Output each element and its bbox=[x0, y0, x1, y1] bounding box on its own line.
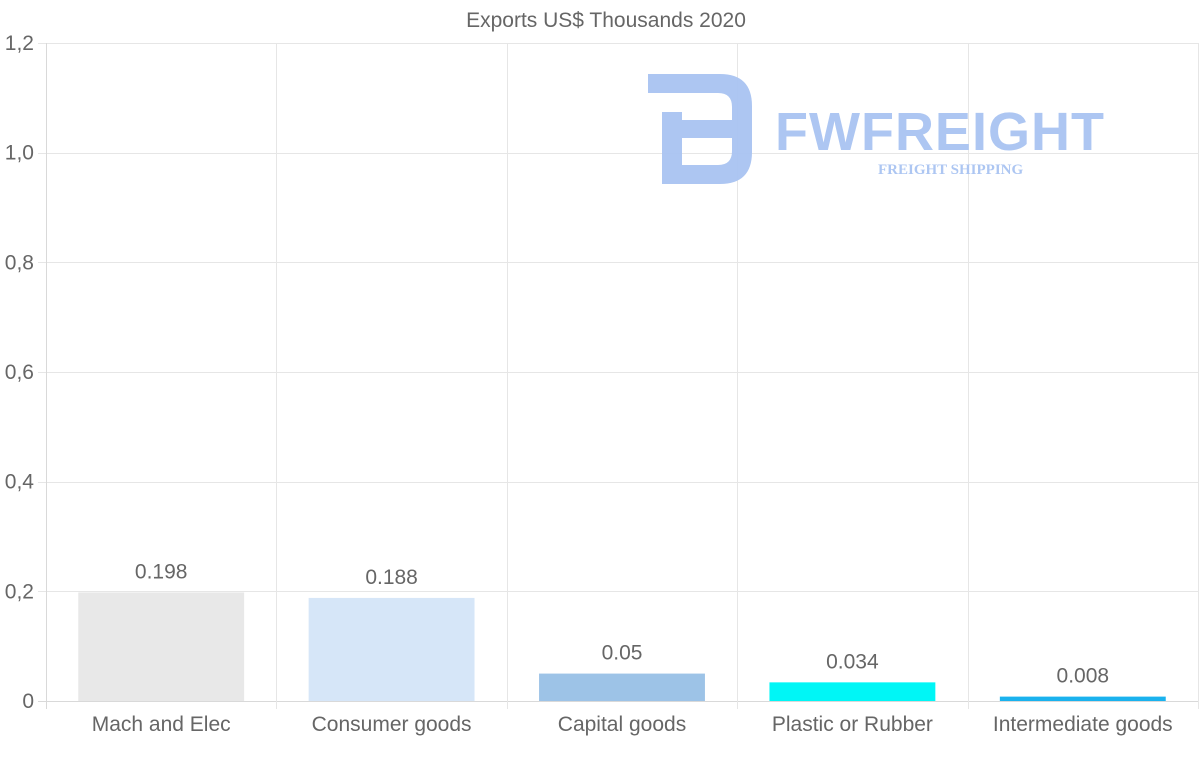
bar-0[interactable] bbox=[78, 592, 245, 701]
data-labels: 0.198 0.188 0.05 0.034 0.008 bbox=[135, 560, 1109, 687]
y-tick-label: 1,0 bbox=[5, 142, 34, 165]
y-tick-label: 0,6 bbox=[5, 361, 34, 384]
y-tick-label: 0,2 bbox=[5, 580, 34, 603]
fw-logo-icon bbox=[648, 74, 752, 184]
bar-value-label: 0.198 bbox=[135, 560, 188, 583]
y-axis-ticks: 0 0,2 0,4 0,6 0,8 1,0 1,2 bbox=[5, 32, 35, 713]
x-tick-label: Intermediate goods bbox=[993, 713, 1173, 736]
bar-value-label: 0.05 bbox=[602, 642, 643, 665]
y-tick-label: 0 bbox=[22, 690, 34, 713]
y-tick-label: 0,4 bbox=[5, 471, 35, 494]
x-tick-label: Consumer goods bbox=[312, 713, 472, 736]
bar-value-label: 0.188 bbox=[365, 566, 418, 589]
watermark-brand: FWFREIGHT bbox=[775, 102, 1105, 162]
y-tick-label: 1,2 bbox=[5, 32, 34, 55]
x-tick-label: Mach and Elec bbox=[92, 713, 231, 736]
bar-value-label: 0.008 bbox=[1057, 665, 1110, 688]
bar-1[interactable] bbox=[308, 597, 475, 701]
x-tick-label: Plastic or Rubber bbox=[772, 713, 933, 736]
x-axis-ticks: Mach and Elec Consumer goods Capital goods… bbox=[92, 713, 1173, 736]
bar-2[interactable] bbox=[539, 673, 705, 701]
chart-title: Exports US$ Thousands 2020 bbox=[466, 9, 746, 32]
bar-value-label: 0.034 bbox=[826, 650, 879, 673]
watermark-logo: FWFREIGHT FREIGHT SHIPPING bbox=[648, 74, 1105, 184]
x-tick-label: Capital goods bbox=[558, 713, 686, 736]
watermark-tagline: FREIGHT SHIPPING bbox=[878, 162, 1023, 178]
bar-3[interactable] bbox=[769, 682, 936, 701]
y-tick-label: 0,8 bbox=[5, 251, 34, 274]
bar-4[interactable] bbox=[999, 696, 1166, 701]
bars bbox=[78, 592, 1166, 701]
